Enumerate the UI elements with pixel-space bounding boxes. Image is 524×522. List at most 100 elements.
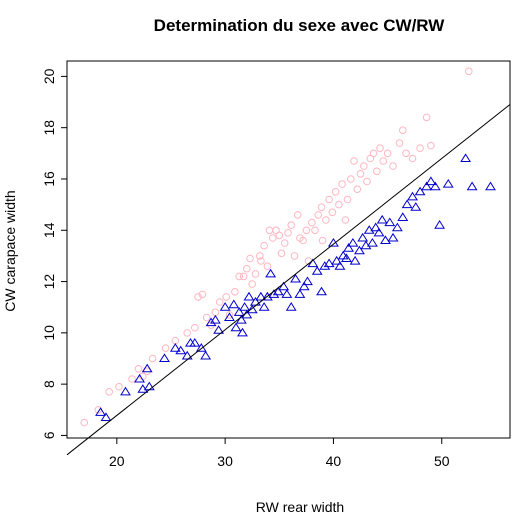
y-tick-label: 16 xyxy=(41,171,57,187)
triangle-point xyxy=(429,181,441,191)
triangle-point xyxy=(255,291,267,301)
triangle-point xyxy=(233,307,245,316)
circle-point xyxy=(277,249,286,258)
triangle-point xyxy=(414,186,426,196)
triangle-point xyxy=(228,299,240,309)
triangle-point xyxy=(410,202,422,211)
circle-point xyxy=(314,211,323,219)
y-tick-label: 14 xyxy=(41,222,57,238)
triangle-point xyxy=(387,232,399,242)
triangle-point xyxy=(210,314,221,324)
triangle-point xyxy=(200,350,212,360)
triangle-point xyxy=(379,235,391,244)
x-tick-label: 30 xyxy=(217,453,233,469)
circle-point xyxy=(360,162,368,170)
x-tick-label: 40 xyxy=(326,453,342,469)
triangle-point xyxy=(397,212,409,221)
triangle-point xyxy=(143,381,155,391)
triangle-point xyxy=(460,153,472,162)
triangle-point xyxy=(340,253,352,262)
circle-point xyxy=(191,323,199,332)
triangle-point xyxy=(301,276,313,286)
circle-point xyxy=(265,226,274,235)
y-tick-label: 6 xyxy=(41,431,57,439)
triangle-point xyxy=(141,363,153,373)
triangle-point xyxy=(485,181,496,191)
triangle-point xyxy=(189,337,201,347)
triangle-point xyxy=(236,327,248,337)
triangle-point xyxy=(235,314,247,324)
circle-point xyxy=(341,216,350,224)
circle-point xyxy=(134,365,143,373)
circle-point xyxy=(231,288,239,296)
circle-point xyxy=(353,185,362,193)
circle-point xyxy=(128,375,136,383)
triangle-point xyxy=(376,214,388,224)
triangle-point xyxy=(134,373,146,383)
circle-point xyxy=(427,141,435,150)
triangle-point xyxy=(407,191,419,201)
circle-point xyxy=(299,236,307,245)
separation-line xyxy=(66,104,511,456)
y-tick-label: 18 xyxy=(41,120,57,136)
circle-point xyxy=(248,280,256,288)
circle-point xyxy=(465,67,473,76)
circle-point xyxy=(290,252,299,260)
circle-point xyxy=(376,144,384,152)
triangle-point xyxy=(205,317,217,327)
triangle-point xyxy=(366,237,378,247)
triangle-point xyxy=(239,302,251,311)
circle-point xyxy=(257,257,265,265)
circle-point xyxy=(347,175,355,183)
triangle-point xyxy=(347,237,359,247)
circle-point xyxy=(302,226,311,235)
triangle-point xyxy=(343,243,355,252)
circle-point xyxy=(343,195,352,204)
triangle-point xyxy=(401,199,413,209)
triangle-point xyxy=(298,281,310,291)
circle-point xyxy=(246,254,254,263)
triangle-point xyxy=(100,412,112,421)
circle-point xyxy=(280,239,289,247)
circle-point xyxy=(222,293,230,301)
circle-point xyxy=(287,221,296,229)
circle-point xyxy=(422,113,431,122)
circle-point xyxy=(225,311,234,319)
circle-point xyxy=(408,154,417,163)
triangle-point xyxy=(327,237,339,247)
circle-point xyxy=(395,139,404,147)
circle-point xyxy=(399,126,407,134)
triangle-point xyxy=(169,343,181,352)
circle-point xyxy=(369,149,378,158)
circle-point xyxy=(202,313,211,322)
x-axis-label: RW rear width xyxy=(256,499,344,515)
circle-point xyxy=(194,293,202,301)
circle-point xyxy=(105,388,113,396)
circle-point xyxy=(318,236,327,245)
circle-point xyxy=(171,336,180,345)
triangle-point xyxy=(268,289,280,298)
triangle-point xyxy=(316,286,328,296)
triangle-point xyxy=(243,291,255,301)
y-tick-label: 12 xyxy=(41,274,57,290)
x-tick-label: 20 xyxy=(109,453,125,469)
triangle-point xyxy=(307,258,319,268)
triangle-point xyxy=(290,273,302,283)
circle-point xyxy=(211,308,220,317)
circle-point xyxy=(115,382,123,391)
triangle-point xyxy=(95,407,107,416)
triangle-point xyxy=(278,281,290,291)
circle-point xyxy=(263,262,272,271)
data-layer xyxy=(80,67,496,427)
triangle-point xyxy=(137,384,149,393)
triangle-point xyxy=(120,386,131,396)
triangle-point xyxy=(434,219,445,229)
circle-point xyxy=(161,344,170,353)
circle-point xyxy=(331,188,340,196)
circle-point xyxy=(383,149,392,158)
circle-point xyxy=(80,418,89,427)
circle-point xyxy=(260,241,268,250)
y-tick-label: 20 xyxy=(41,68,57,84)
triangle-point xyxy=(357,232,369,242)
